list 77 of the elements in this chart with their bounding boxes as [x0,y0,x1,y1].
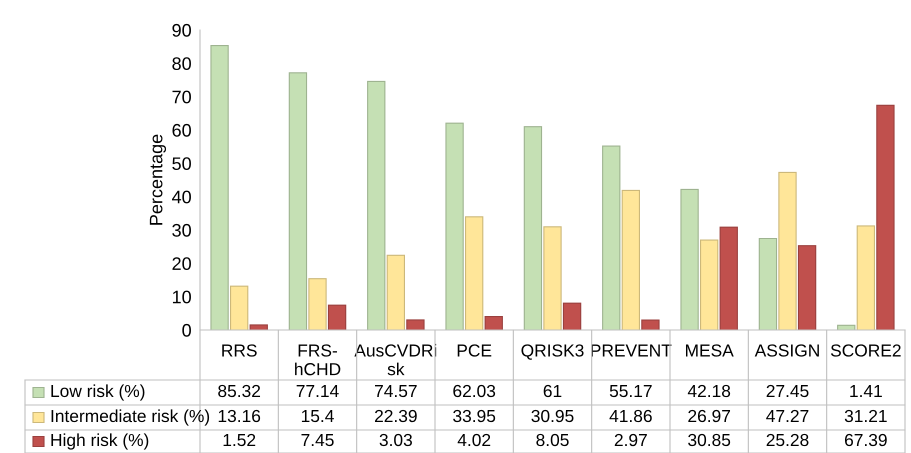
y-tick-label: 30 [172,224,191,237]
data-label: 15.4 [302,410,334,422]
data-label: 30.85 [688,434,730,446]
x-tick-label: QRISK3 [521,344,584,360]
y-axis-title: Percentage [150,134,166,225]
bar [856,225,876,330]
bar [641,320,660,330]
data-label: 62.03 [453,384,496,398]
data-label: 74.57 [375,385,417,398]
bar [406,319,425,330]
bar [680,188,699,330]
bar [700,240,718,330]
data-label: 61 [544,384,562,398]
x-tick-label: MESA [686,344,734,357]
data-label: 25.28 [766,434,808,446]
bar [562,302,582,330]
bar [288,72,308,330]
data-label: 13.16 [218,410,260,422]
data-label: 30.95 [531,410,574,422]
bar [484,316,503,330]
x-tick-label: ASSIGN [754,344,819,357]
bar [798,245,816,330]
bar [524,126,542,330]
data-label: 55.17 [610,385,652,398]
bar [328,304,346,330]
y-tick-label: 0 [182,324,191,337]
data-label: 85.32 [218,384,260,398]
data-label: 67.39 [844,434,887,446]
bar [622,190,640,330]
data-label: 1.41 [850,385,882,397]
bar [445,122,464,330]
bar [602,146,620,330]
data-label: 3.03 [380,434,412,446]
data-label: 26.97 [688,410,730,422]
x-tick-label: AusCVDRisk [354,344,436,376]
bar [210,45,229,330]
bar [778,172,797,330]
y-tick-label: 90 [172,24,191,37]
data-label: 27.45 [766,384,808,398]
data-label: 7.45 [301,434,334,446]
data-label: 77.14 [296,385,339,397]
y-tick-label: 80 [172,57,191,70]
bar [230,286,248,330]
y-tick-label: 70 [172,90,191,104]
y-tick-label: 40 [172,190,191,204]
bar [758,238,778,330]
bar [720,226,738,330]
bar [837,324,856,330]
y-tick-label: 10 [172,290,191,304]
y-tick-label: 20 [172,257,191,270]
x-tick-label: FRS-hCHD [295,344,340,376]
y-tick-label: 50 [172,157,191,170]
bar [308,278,327,330]
data-label: 41.86 [610,410,652,422]
data-label: 31.21 [844,410,887,422]
x-tick-label: PCE [458,344,492,357]
legend-label: High risk (%) [51,433,148,450]
data-label: 8.05 [536,434,569,446]
x-tick-label: SCORE2 [830,344,901,357]
bar [876,104,895,330]
bar [386,254,406,330]
x-tick-label: RRS [222,344,257,357]
data-label: 47.27 [766,410,808,422]
data-label: 22.39 [374,410,417,422]
bar [543,226,562,330]
data-label: 33.95 [453,410,496,422]
x-tick-label: PREVENT [591,344,672,356]
data-label: 1.52 [224,434,256,446]
legend-label: Low risk (%) [51,384,144,401]
y-tick-label: 60 [172,124,191,137]
legend-label: Intermediate risk (%) [52,409,210,426]
data-label: 42.18 [688,384,730,398]
bar [250,324,268,330]
bar [464,216,484,330]
data-label: 4.02 [458,434,490,446]
bar [367,80,386,330]
data-label: 2.97 [614,434,647,446]
